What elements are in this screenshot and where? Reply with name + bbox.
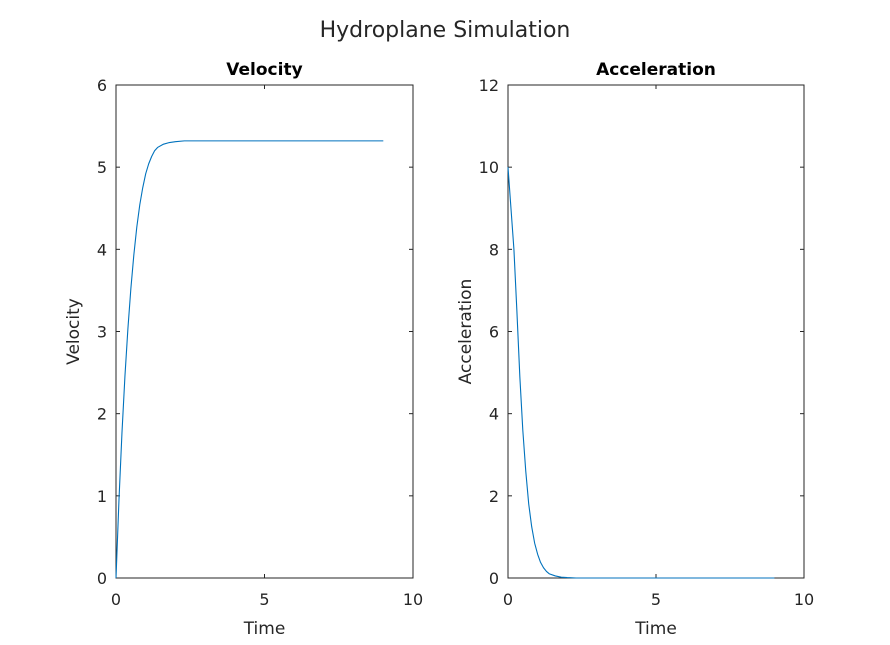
acceleration-xtick-label: 10: [794, 590, 814, 609]
acceleration-xtick-label: 0: [503, 590, 513, 609]
acceleration-ytick-label: 0: [489, 569, 499, 588]
velocity-ytick-label: 5: [97, 158, 107, 177]
velocity-series-line: [115, 140, 384, 579]
velocity-xtick-label: 10: [403, 590, 423, 609]
velocity-ytick-label: 2: [97, 405, 107, 424]
velocity-ylabel: Velocity: [64, 298, 84, 365]
velocity-ytick-label: 6: [97, 76, 107, 95]
acceleration-ytick-label: 10: [479, 158, 499, 177]
velocity-ytick-label: 0: [97, 569, 107, 588]
acceleration-ytick-label: 6: [489, 323, 499, 342]
velocity-xtick-label: 0: [111, 590, 121, 609]
acceleration-xtick-label: 5: [651, 590, 661, 609]
acceleration-chart-title: Acceleration: [596, 60, 716, 80]
acceleration-xlabel: Time: [634, 619, 677, 639]
velocity-ytick-label: 1: [97, 487, 107, 506]
velocity-xtick-label: 5: [259, 590, 269, 609]
acceleration-axes: 0 5 10 0 2 4 6 8 10 12 Acceleration Time Acceleratio…: [456, 60, 814, 639]
velocity-xlabel: Time: [243, 619, 286, 639]
acceleration-ylabel: Acceleration: [456, 279, 476, 385]
velocity-axes: 0 5 10 0 1 2 3 4 5 6 Velocity Time Velocity: [64, 60, 423, 639]
acceleration-ytick-label: 2: [489, 487, 499, 506]
velocity-ytick-label: 4: [97, 240, 107, 259]
acceleration-ytick-label: 8: [489, 240, 499, 259]
acceleration-axes-box: [507, 84, 805, 579]
acceleration-ytick-label: 4: [489, 405, 499, 424]
velocity-axes-box: [115, 84, 414, 579]
acceleration-ytick-label: 12: [479, 76, 499, 95]
acceleration-series-line: [507, 167, 775, 579]
velocity-chart-title: Velocity: [226, 60, 302, 80]
figure-title: Hydroplane Simulation: [320, 18, 571, 43]
velocity-ytick-label: 3: [97, 323, 107, 342]
